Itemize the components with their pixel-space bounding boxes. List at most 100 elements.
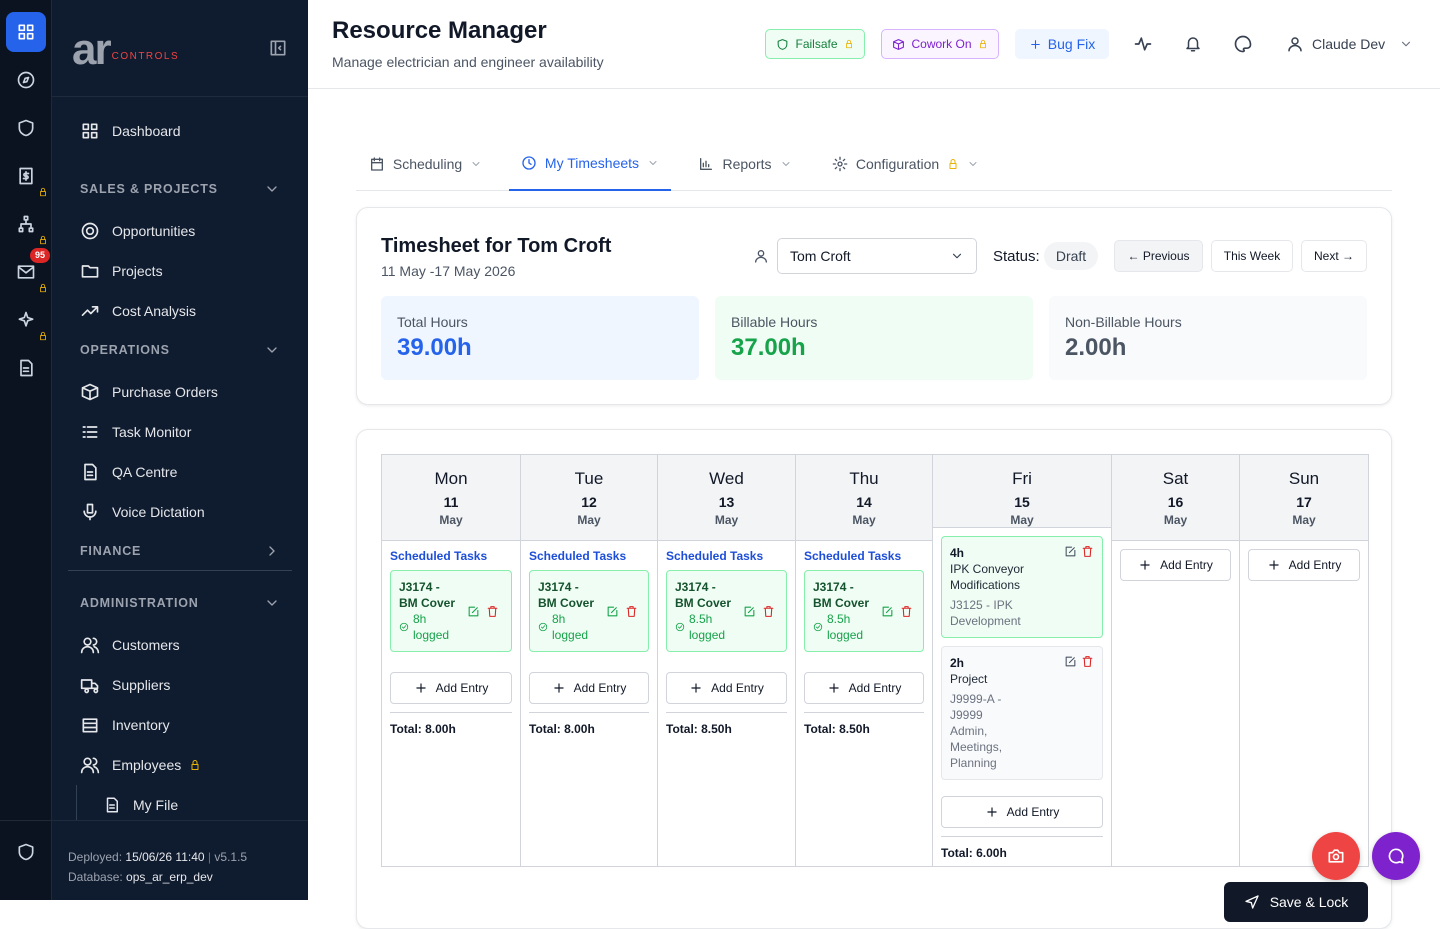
header-chip[interactable]: Failsafe	[765, 29, 865, 59]
plus-icon	[1140, 560, 1150, 570]
truck-glyph	[80, 679, 99, 694]
day-column: Tue 12 May Scheduled Tasks J3174 - BM Cover 8…	[520, 455, 657, 866]
db-label: Database:	[68, 870, 123, 884]
check-glyph	[399, 622, 409, 632]
plus-glyph	[1140, 560, 1150, 570]
entry-title: IPK Conveyor Modifications	[950, 562, 1025, 592]
chat-button[interactable]	[1372, 832, 1420, 880]
day-header: Wed 13 May	[658, 455, 795, 541]
add-entry-button[interactable]: Add Entry	[1120, 549, 1231, 581]
tab[interactable]: Reports	[685, 136, 805, 191]
add-entry-button[interactable]: Add Entry	[529, 672, 649, 704]
day-body: Add Entry	[1112, 541, 1239, 589]
nav-item[interactable]: Task Monitor	[68, 412, 292, 452]
task-title: J3174 - BM Cover	[675, 580, 732, 610]
section-title: FINANCE	[80, 544, 142, 558]
add-entry-button[interactable]: Add Entry	[666, 672, 787, 704]
nav-subitem[interactable]: My File	[76, 785, 292, 825]
shield-icon	[18, 843, 34, 861]
doc-icon	[84, 463, 97, 481]
section-header[interactable]: ADMINISTRATION	[68, 584, 292, 622]
nav-item[interactable]: QA Centre	[68, 452, 292, 492]
doc-glyph	[106, 797, 118, 813]
day-column: Fri 15 May 4h IPK Conveyor Modifications J312…	[932, 455, 1111, 866]
day-body: Scheduled Tasks J3174 - BM Cover 8.5h logg…	[796, 541, 932, 744]
check-icon	[675, 622, 685, 632]
check-glyph	[538, 622, 548, 632]
add-entry-label: Add Entry	[1160, 558, 1213, 572]
plus-glyph	[986, 807, 997, 817]
chat-icon	[1388, 848, 1404, 864]
section-header[interactable]: FINANCE	[68, 532, 292, 570]
nav-item[interactable]: Opportunities	[68, 211, 292, 251]
screenshot-button[interactable]	[1312, 832, 1360, 880]
edit-icon	[468, 606, 479, 616]
logged: 8h logged	[552, 612, 589, 642]
plus-glyph	[1030, 39, 1040, 49]
nav-item[interactable]: Cost Analysis	[68, 291, 292, 331]
box-icon	[893, 38, 905, 50]
section-header[interactable]: OPERATIONS	[68, 331, 292, 369]
page-subtitle: Manage electrician and engineer availabi…	[332, 54, 604, 70]
day-header: Tue 12 May	[521, 455, 657, 541]
stat-label: Total Hours	[397, 314, 468, 330]
mic-glyph	[83, 503, 97, 521]
tab[interactable]: My Timesheets	[509, 136, 671, 191]
save-label: Save & Lock	[1269, 894, 1349, 910]
nav-item[interactable]: Purchase Orders	[68, 372, 292, 412]
week-button[interactable]: ← Previous	[1114, 240, 1203, 272]
week-button[interactable]: This Week	[1211, 240, 1293, 272]
user-menu[interactable]: Claude Dev	[1286, 34, 1413, 54]
entry-hours: 4h	[950, 546, 965, 560]
nav-item[interactable]: Dashboard	[68, 111, 292, 151]
task-logged: 8h logged	[399, 611, 457, 643]
plus-glyph	[828, 683, 839, 693]
dollar-icon	[19, 167, 33, 185]
lock-glyph	[979, 39, 986, 49]
chevr-icon	[269, 546, 275, 556]
timesheet-summary: Timesheet for Tom Croft 11 May -17 May 20…	[356, 207, 1392, 405]
task-logged: 8.5h logged	[813, 611, 871, 643]
select-value: Tom Croft	[790, 248, 851, 264]
add-entry-button[interactable]: Add Entry	[804, 672, 924, 704]
shield-icon	[18, 119, 34, 137]
day-name: Mon	[434, 469, 468, 488]
add-entry-label: Add Entry	[573, 681, 627, 695]
save-lock-button[interactable]: Save & Lock	[1224, 882, 1368, 922]
employee-select[interactable]: Tom Croft	[777, 238, 977, 274]
trash-icon	[1082, 546, 1093, 557]
trash-glyph	[1082, 656, 1093, 667]
nav-item[interactable]: Voice Dictation	[68, 492, 292, 532]
nav-item[interactable]: Customers	[68, 625, 292, 665]
plus-icon	[986, 807, 997, 817]
task-title: J3174 - BM Cover	[399, 580, 456, 610]
day-date: 15	[1014, 494, 1030, 510]
chat-glyph	[1388, 848, 1404, 864]
trash-glyph	[763, 605, 774, 617]
plus-icon	[1030, 39, 1040, 49]
section-header[interactable]: SALES & PROJECTS	[68, 170, 292, 208]
entry-job: J3125 - IPK Development	[950, 598, 1021, 628]
header-chip[interactable]: Cowork On	[881, 29, 999, 59]
nav-item[interactable]: Inventory	[68, 705, 292, 745]
deploy-date: 15/06/26 11:40	[125, 850, 205, 864]
tab[interactable]: Scheduling	[356, 136, 495, 191]
week-button[interactable]: Next →	[1301, 240, 1367, 272]
add-entry-button[interactable]: Add Entry	[941, 796, 1103, 828]
section-title: ADMINISTRATION	[80, 596, 199, 610]
nav-item[interactable]: Suppliers	[68, 665, 292, 705]
nav-item[interactable]: Employees	[68, 745, 292, 785]
section-title: SALES & PROJECTS	[80, 182, 218, 196]
tab[interactable]: Configuration	[818, 136, 993, 191]
day-body: Scheduled Tasks J3174 - BM Cover 8h logged…	[382, 541, 520, 744]
nav-item[interactable]: Projects	[68, 251, 292, 291]
add-entry-button[interactable]: Add Entry	[1248, 549, 1360, 581]
list-glyph	[82, 426, 98, 438]
day-date: 16	[1167, 494, 1184, 510]
chip-label: Cowork On	[911, 37, 972, 51]
chevd-icon	[969, 161, 977, 166]
stat-value: 2.00h	[1065, 334, 1127, 361]
check-icon	[538, 622, 548, 632]
header-chip[interactable]: Bug Fix	[1015, 29, 1109, 59]
add-entry-button[interactable]: Add Entry	[390, 672, 512, 704]
